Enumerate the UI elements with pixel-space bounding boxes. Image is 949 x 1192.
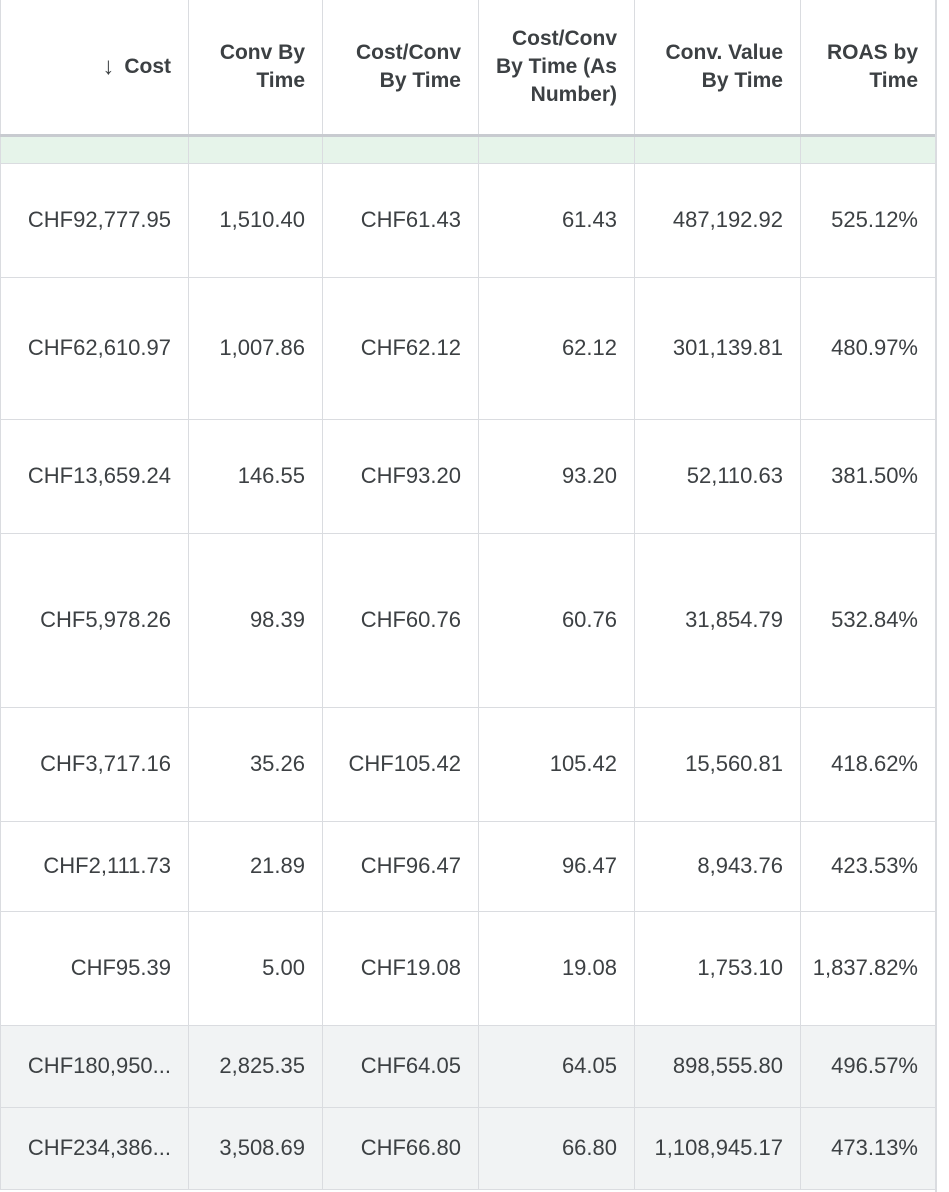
column-header-cost-conv-number-label: Cost/Conv By Time (As Number) <box>496 26 617 106</box>
table-row[interactable]: CHF2,111.73 21.89 CHF96.47 96.47 8,943.7… <box>0 821 936 912</box>
cell-roas: 1,837.82% <box>800 911 936 1026</box>
cell-conv: 98.39 <box>188 533 323 708</box>
cell-conv-value: 487,192.92 <box>634 163 801 278</box>
table-row[interactable]: CHF92,777.95 1,510.40 CHF61.43 61.43 487… <box>0 163 936 278</box>
column-header-conv-by-time-label: Conv By Time <box>219 40 305 92</box>
cell-cost: CHF95.39 <box>0 911 189 1026</box>
next-column-edge <box>935 0 949 1192</box>
column-header-cost-conv-by-time-label: Cost/Conv By Time <box>356 40 461 92</box>
cell-cost-conv: CHF62.12 <box>322 277 479 420</box>
total-cell-conv-value: 1,108,945.17 <box>634 1107 801 1190</box>
table-row[interactable]: CHF3,717.16 35.26 CHF105.42 105.42 15,56… <box>0 707 936 822</box>
table-row[interactable]: CHF95.39 5.00 CHF19.08 19.08 1,753.10 1,… <box>0 911 936 1026</box>
total-cell-cost-conv: CHF64.05 <box>322 1025 479 1108</box>
cell-cost-conv-number: 62.12 <box>478 277 635 420</box>
cell-roas: 480.97% <box>800 277 936 420</box>
cell-cost-conv-number: 19.08 <box>478 911 635 1026</box>
total-cell-cost: CHF234,386... <box>0 1107 189 1190</box>
column-header-cost[interactable]: ↓ Cost <box>0 0 189 137</box>
cell-cost: CHF2,111.73 <box>0 821 189 912</box>
highlight-cell <box>634 135 801 164</box>
total-cell-cost: CHF180,950... <box>0 1025 189 1108</box>
cell-conv-value: 15,560.81 <box>634 707 801 822</box>
highlight-row <box>0 135 936 164</box>
cell-conv: 21.89 <box>188 821 323 912</box>
highlight-cell <box>478 135 635 164</box>
cell-conv-value: 31,854.79 <box>634 533 801 708</box>
cell-cost-conv-number: 61.43 <box>478 163 635 278</box>
total-cell-roas: 496.57% <box>800 1025 936 1108</box>
arrow-down-icon: ↓ <box>102 52 115 80</box>
cell-roas: 532.84% <box>800 533 936 708</box>
cell-conv-value: 301,139.81 <box>634 277 801 420</box>
cell-roas: 381.50% <box>800 419 936 534</box>
cell-cost: CHF5,978.26 <box>0 533 189 708</box>
column-header-cost-conv-by-time[interactable]: Cost/Conv By Time <box>322 0 479 137</box>
total-cell-cost-conv: CHF66.80 <box>322 1107 479 1190</box>
column-header-cost-label: Cost <box>124 54 171 78</box>
cell-conv-value: 8,943.76 <box>634 821 801 912</box>
cell-cost-conv: CHF105.42 <box>322 707 479 822</box>
total-cell-conv: 2,825.35 <box>188 1025 323 1108</box>
column-header-roas-by-time[interactable]: ROAS by Time <box>800 0 936 137</box>
table-row[interactable]: CHF62,610.97 1,007.86 CHF62.12 62.12 301… <box>0 277 936 420</box>
column-header-conv-value-by-time[interactable]: Conv. Value By Time <box>634 0 801 137</box>
cell-cost-conv-number: 105.42 <box>478 707 635 822</box>
highlight-cell <box>0 135 189 164</box>
cell-cost-conv: CHF19.08 <box>322 911 479 1026</box>
column-header-roas-by-time-label: ROAS by Time <box>826 40 918 92</box>
cell-cost: CHF62,610.97 <box>0 277 189 420</box>
highlight-cell <box>188 135 323 164</box>
cell-cost: CHF3,717.16 <box>0 707 189 822</box>
table-row[interactable]: CHF5,978.26 98.39 CHF60.76 60.76 31,854.… <box>0 533 936 708</box>
cell-cost-conv: CHF96.47 <box>322 821 479 912</box>
cell-cost-conv-number: 96.47 <box>478 821 635 912</box>
cell-roas: 418.62% <box>800 707 936 822</box>
cell-cost-conv: CHF93.20 <box>322 419 479 534</box>
total-cell-cost-conv-number: 66.80 <box>478 1107 635 1190</box>
cell-conv: 35.26 <box>188 707 323 822</box>
total-cell-cost-conv-number: 64.05 <box>478 1025 635 1108</box>
cell-cost: CHF13,659.24 <box>0 419 189 534</box>
column-header-conv-value-by-time-label: Conv. Value By Time <box>665 40 783 92</box>
cell-conv: 1,510.40 <box>188 163 323 278</box>
cell-conv: 1,007.86 <box>188 277 323 420</box>
total-cell-conv-value: 898,555.80 <box>634 1025 801 1108</box>
total-row: CHF234,386... 3,508.69 CHF66.80 66.80 1,… <box>0 1107 936 1190</box>
header-row: ↓ Cost Conv By Time Cost/Conv By Time Cos… <box>0 0 936 137</box>
highlight-cell <box>800 135 936 164</box>
cell-conv-value: 1,753.10 <box>634 911 801 1026</box>
cell-roas: 423.53% <box>800 821 936 912</box>
total-row: CHF180,950... 2,825.35 CHF64.05 64.05 89… <box>0 1025 936 1108</box>
cell-cost-conv: CHF61.43 <box>322 163 479 278</box>
column-header-cost-conv-number[interactable]: Cost/Conv By Time (As Number) <box>478 0 635 137</box>
cell-cost-conv-number: 60.76 <box>478 533 635 708</box>
cell-conv: 5.00 <box>188 911 323 1026</box>
cell-conv-value: 52,110.63 <box>634 419 801 534</box>
total-cell-roas: 473.13% <box>800 1107 936 1190</box>
cell-roas: 525.12% <box>800 163 936 278</box>
table-row[interactable]: CHF13,659.24 146.55 CHF93.20 93.20 52,11… <box>0 419 936 534</box>
total-cell-conv: 3,508.69 <box>188 1107 323 1190</box>
highlight-cell <box>322 135 479 164</box>
cell-cost-conv: CHF60.76 <box>322 533 479 708</box>
cell-conv: 146.55 <box>188 419 323 534</box>
cell-cost-conv-number: 93.20 <box>478 419 635 534</box>
cell-cost: CHF92,777.95 <box>0 163 189 278</box>
column-header-conv-by-time[interactable]: Conv By Time <box>188 0 323 137</box>
